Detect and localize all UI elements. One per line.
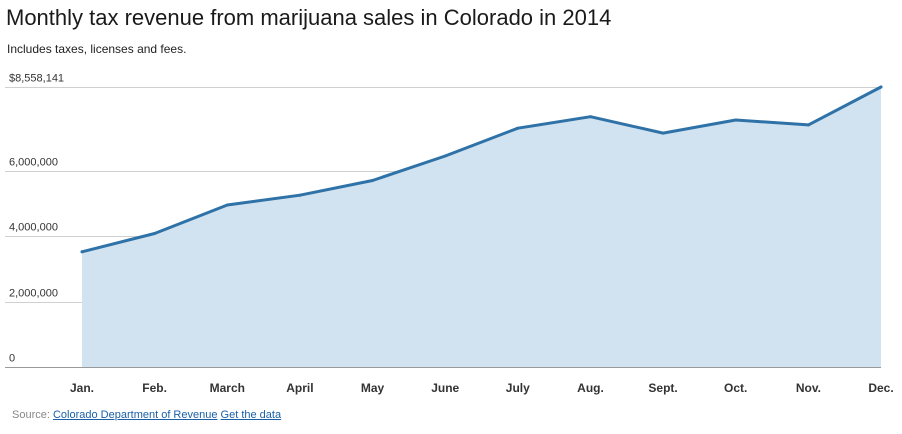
data-point-5 (371, 179, 374, 182)
data-point-3 (225, 203, 229, 207)
series-line (80, 85, 883, 254)
data-point-1 (80, 250, 84, 254)
x-tick-label: Aug. (577, 381, 604, 395)
data-point-6 (443, 154, 447, 158)
x-tick-label: March (210, 381, 245, 395)
x-tick-label: Feb. (142, 381, 167, 395)
source-link[interactable]: Colorado Department of Revenue (52, 409, 218, 421)
x-tick-label: July (506, 381, 530, 395)
x-tick-label: May (361, 381, 385, 395)
x-tick-label: Sept. (648, 381, 677, 395)
x-tick-label: June (431, 381, 459, 395)
data-point-7 (516, 126, 520, 130)
x-tick-label: Oct. (724, 381, 747, 395)
data-point-10 (734, 118, 738, 122)
data-point-2 (153, 232, 157, 235)
y-axis-ticks: 0 2,000,000 4,000,000 6,000,000 $8,558,141 (9, 73, 64, 365)
data-point-8 (589, 115, 592, 119)
source-label: Source: (12, 409, 50, 421)
source-line: Source: Colorado Department of Revenue G… (12, 409, 281, 421)
get-data-link[interactable]: Get the data (220, 409, 282, 421)
x-tick-label: Dec. (868, 381, 893, 395)
chart-title: Monthly tax revenue from marijuana sales… (6, 5, 612, 30)
x-tick-label: Nov. (796, 381, 821, 395)
y-tick-label: 2,000,000 (9, 288, 58, 300)
area-fill (82, 87, 881, 367)
data-point-9 (661, 131, 665, 135)
x-tick-label: April (286, 381, 313, 395)
chart-subtitle: Includes taxes, licenses and fees. (7, 42, 187, 56)
data-point-4 (298, 193, 302, 197)
x-axis-ticks: Jan. Feb. March April May June July Aug. Sept. Oc… (70, 381, 894, 395)
data-point-12 (879, 85, 883, 89)
data-point-11 (806, 123, 810, 127)
y-tick-label: 4,000,000 (9, 222, 58, 234)
y-tick-label: 0 (9, 353, 15, 365)
y-tick-label: $8,558,141 (9, 73, 64, 85)
x-tick-label: Jan. (70, 381, 94, 395)
y-tick-label: 6,000,000 (9, 157, 58, 169)
